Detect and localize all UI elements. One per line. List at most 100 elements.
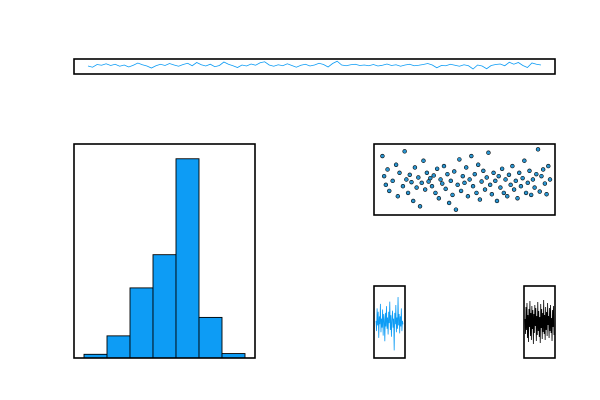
scatter-point [481, 168, 486, 173]
scatter-point [547, 177, 553, 182]
scatter-point [393, 162, 399, 167]
scatter-point [535, 147, 541, 152]
scatter-point [381, 173, 387, 179]
scatter-point [433, 190, 438, 196]
scatter-point [426, 179, 431, 184]
scatter-point [422, 187, 428, 192]
scatter-point [416, 175, 421, 180]
scatter-point [503, 177, 508, 182]
scatter-point [532, 185, 537, 190]
scatter-point [530, 177, 536, 182]
axes-frame [373, 143, 556, 216]
scatter-point [477, 197, 483, 202]
scatter-point [470, 184, 476, 189]
scatter-point [511, 187, 517, 192]
scatter-point [508, 182, 513, 188]
scatter-point [513, 178, 518, 184]
axes-frame [73, 143, 256, 359]
scatter-point [453, 207, 459, 212]
panel-small-black-line [523, 285, 556, 359]
histogram-bar [175, 158, 200, 359]
scatter-point [501, 190, 507, 196]
panel-scatter [373, 143, 556, 216]
scatter-point [409, 179, 414, 185]
axes-frame [373, 285, 406, 359]
scatter-point [431, 173, 436, 178]
scatter-point [499, 166, 505, 171]
scatter-point [537, 189, 542, 194]
scatter-point [544, 192, 549, 197]
scatter-point [462, 180, 467, 186]
scatter-point [428, 175, 433, 181]
scatter-point [400, 184, 406, 189]
plot-area [87, 60, 542, 70]
series-line [375, 297, 404, 351]
scatter-point [414, 185, 419, 190]
scatter-point [448, 178, 454, 184]
scatter-point [407, 172, 412, 178]
panel-histogram [73, 143, 256, 359]
scatter-point [487, 182, 493, 188]
scatter-point [517, 170, 522, 176]
series-line [524, 299, 555, 345]
scatter-point [457, 157, 462, 162]
scatter-point [518, 184, 524, 189]
scatter-point [546, 163, 551, 169]
scatter-point [479, 179, 484, 184]
scatter-point [523, 190, 529, 196]
scatter-point [540, 167, 546, 172]
scatter-point [417, 204, 423, 209]
scatter-point [525, 180, 530, 186]
scatter-point [498, 185, 503, 190]
scatter-point [436, 196, 442, 201]
scatter-point [438, 177, 443, 182]
scatter-point [412, 165, 418, 170]
scatter-point [506, 172, 512, 178]
scatter-point [491, 170, 496, 176]
histogram-bar [106, 335, 131, 359]
scatter-point [419, 180, 424, 186]
scatter-point [404, 177, 409, 182]
scatter-point [482, 187, 488, 192]
scatter-point [520, 175, 525, 181]
panel-top-line [73, 58, 556, 75]
scatter-point [402, 149, 407, 154]
scatter-point [467, 177, 472, 182]
scatter-point [484, 175, 489, 180]
scatter-point [458, 188, 464, 194]
scatter-point [434, 166, 440, 171]
scatter-point [539, 173, 544, 179]
histogram-bar [152, 254, 177, 359]
scatter-point [486, 150, 491, 155]
scatter-point [522, 158, 527, 163]
scatter-point [411, 198, 416, 204]
scatter-point [496, 173, 501, 179]
scatter-point [387, 188, 392, 194]
scatter-point [445, 171, 450, 177]
scatter-point [493, 178, 498, 184]
scatter-point [505, 194, 510, 199]
scatter-point [464, 165, 469, 170]
scatter-point [380, 153, 385, 159]
scatter-point [510, 163, 515, 169]
axes-frame [73, 58, 556, 75]
scatter-point [446, 200, 452, 206]
scatter-point [527, 168, 532, 173]
scatter-point [397, 170, 402, 176]
scatter-point [443, 186, 448, 192]
scatter-point [429, 184, 435, 189]
scatter-point [390, 178, 395, 184]
scatter-point [528, 192, 534, 198]
scatter-point [475, 162, 481, 167]
histogram-bar [198, 316, 223, 359]
scatter-point [385, 167, 390, 172]
scatter-point [489, 192, 495, 197]
scatter-point [455, 182, 460, 188]
scatter-point [395, 194, 401, 199]
scatter-point [424, 170, 430, 176]
histogram-bar [129, 287, 154, 359]
scatter-point [440, 181, 445, 186]
scatter-point [515, 196, 520, 201]
scatter-point [472, 171, 477, 177]
scatter-point [441, 163, 447, 169]
